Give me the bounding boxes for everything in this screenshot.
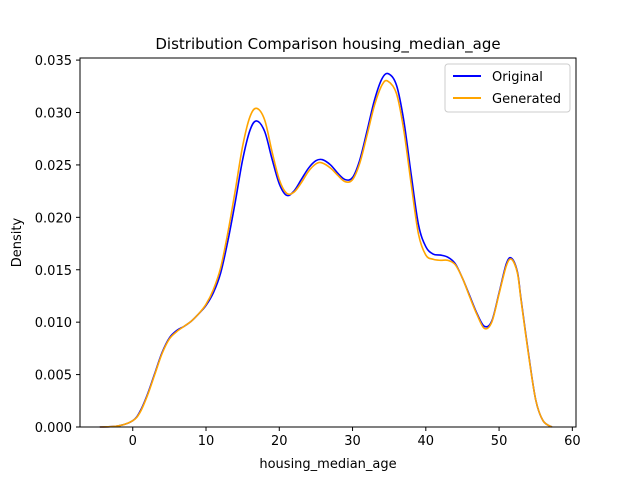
y-tick-label: 0.015 xyxy=(35,264,72,279)
legend: Original Generated xyxy=(444,63,571,113)
x-tick-label: 60 xyxy=(564,434,581,449)
y-tick-label: 0.030 xyxy=(35,107,72,122)
x-tick-label: 0 xyxy=(129,434,137,449)
y-tick-label: 0.005 xyxy=(35,369,72,384)
plot-lines xyxy=(99,72,553,428)
series-line-generated xyxy=(99,79,553,428)
y-axis-label: Density xyxy=(10,217,25,267)
y-tick-label: 0.035 xyxy=(35,54,72,69)
y-axis-ticks: 0.000 0.005 0.010 0.015 0.020 0.025 0.030 0.035 xyxy=(35,54,80,436)
y-tick-label: 0.020 xyxy=(35,211,72,226)
x-tick-label: 10 xyxy=(198,434,215,449)
y-tick-label: 0.000 xyxy=(35,421,72,436)
y-tick-label: 0.025 xyxy=(35,159,72,174)
x-axis-label: housing_median_age xyxy=(259,457,396,472)
x-tick-label: 40 xyxy=(418,434,435,449)
x-tick-label: 30 xyxy=(344,434,361,449)
x-axis-ticks: 0 10 20 30 40 50 60 xyxy=(129,427,581,449)
legend-label-generated: Generated xyxy=(492,92,561,107)
chart-title: Distribution Comparison housing_median_a… xyxy=(155,35,500,54)
y-tick-label: 0.010 xyxy=(35,316,72,331)
x-tick-label: 50 xyxy=(491,434,508,449)
legend-label-original: Original xyxy=(492,70,543,85)
x-tick-label: 20 xyxy=(271,434,288,449)
plot-frame xyxy=(79,57,577,428)
